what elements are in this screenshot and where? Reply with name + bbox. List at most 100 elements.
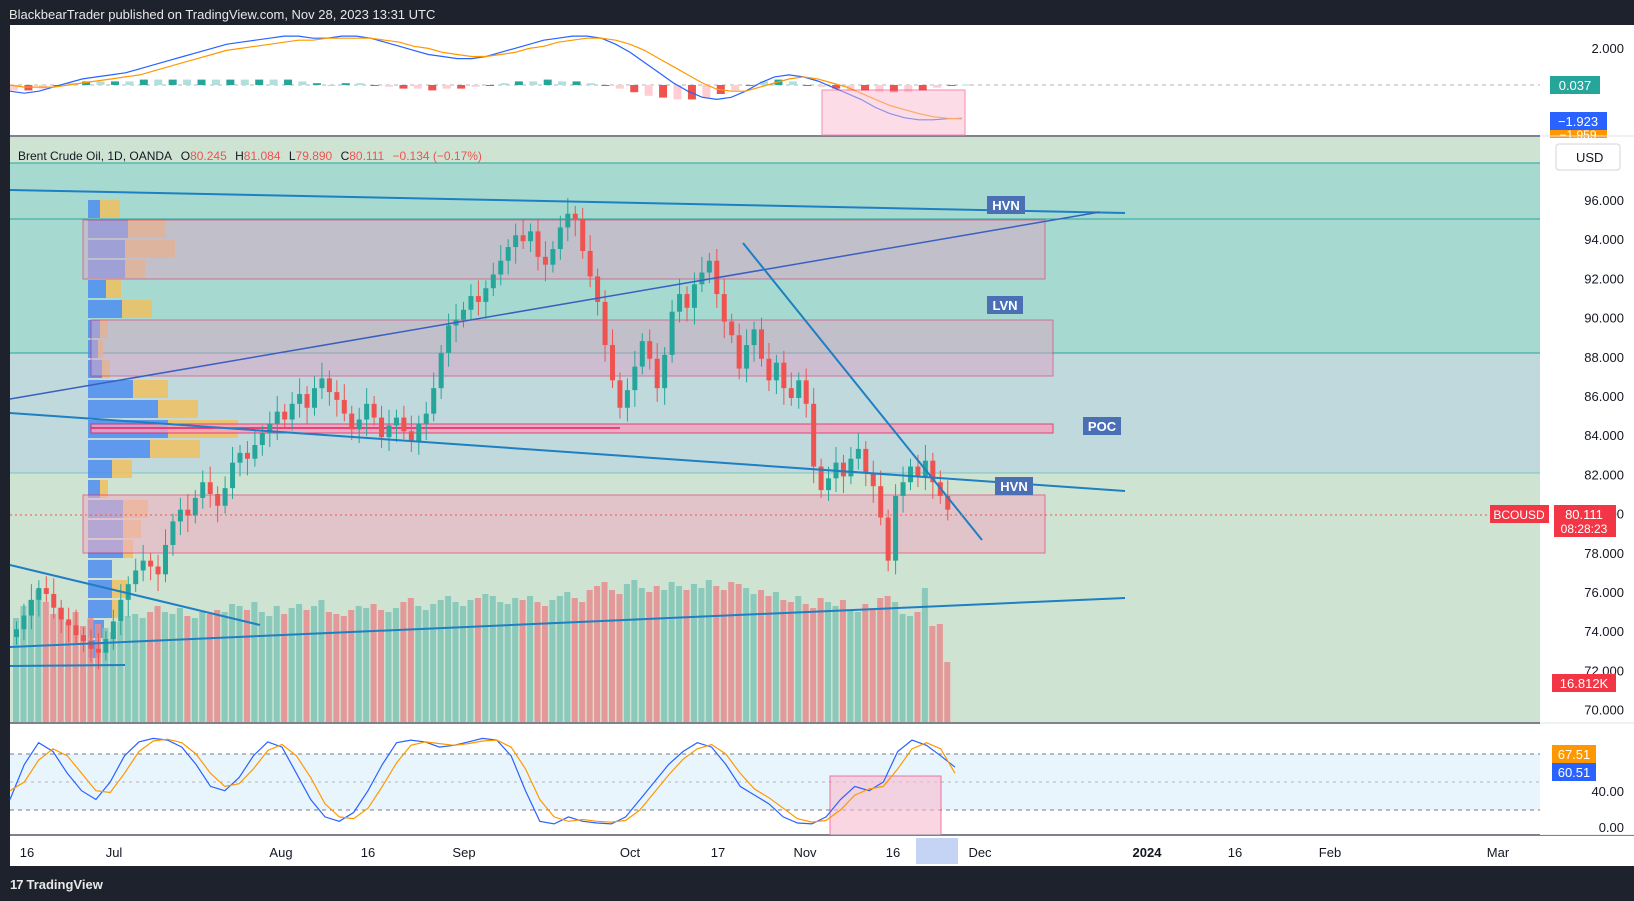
macd-hist-bar bbox=[312, 83, 321, 85]
candle-body bbox=[66, 619, 72, 626]
volume-bar bbox=[445, 596, 452, 722]
stoch-tick: 40.00 bbox=[1591, 784, 1624, 799]
volume-bar bbox=[221, 612, 228, 722]
candle-body bbox=[446, 325, 452, 353]
stoch-highlight-box bbox=[829, 775, 942, 836]
profile-down-row bbox=[100, 480, 108, 498]
volume-bar bbox=[117, 622, 124, 722]
candle-body bbox=[43, 588, 49, 594]
volume-bar bbox=[646, 592, 653, 722]
time-tick: 16 bbox=[886, 845, 900, 860]
profile-down-row bbox=[112, 600, 122, 618]
volume-bar bbox=[899, 614, 906, 722]
volume-bar bbox=[616, 594, 623, 722]
volume-bar bbox=[296, 604, 303, 722]
macd-hist-bar bbox=[659, 85, 668, 98]
volume-bar bbox=[422, 610, 429, 722]
candle-body bbox=[364, 403, 370, 420]
profile-down-row bbox=[133, 380, 168, 398]
legend-o-label: O bbox=[181, 149, 190, 163]
macd-hist-bar bbox=[615, 85, 624, 89]
volume-bar bbox=[579, 602, 586, 722]
macd-hist-bar bbox=[875, 85, 884, 93]
candle-body bbox=[431, 388, 437, 414]
volume-bar bbox=[65, 622, 72, 722]
candle-body bbox=[475, 296, 481, 302]
price-tick: 76.000 bbox=[1584, 585, 1624, 600]
macd-hist-bar bbox=[370, 85, 379, 86]
candle-body bbox=[483, 288, 489, 302]
candle-body bbox=[408, 431, 414, 442]
lvn-text: LVN bbox=[992, 298, 1017, 313]
trendline-left-falling bbox=[9, 564, 261, 626]
macd-hist-bar bbox=[601, 85, 610, 86]
candle-body bbox=[36, 588, 42, 600]
candle-body bbox=[706, 260, 712, 273]
volume-bar bbox=[914, 612, 921, 722]
lvn-label: LVN bbox=[987, 296, 1023, 314]
profile-up-row bbox=[88, 200, 100, 218]
volume-bar bbox=[869, 608, 876, 722]
candle-body bbox=[557, 227, 563, 249]
svg-text:Brent Crude Oil, 1D, OANDA: Brent Crude Oil, 1D, OANDA O80.245 H81.0… bbox=[18, 149, 482, 163]
volume-bar bbox=[214, 610, 221, 722]
candle-body bbox=[326, 378, 332, 393]
candle-body bbox=[900, 482, 906, 496]
volume-bar bbox=[944, 662, 951, 722]
volume-bar bbox=[288, 608, 295, 722]
candle-body bbox=[230, 462, 236, 489]
macd-hist-bar bbox=[558, 81, 567, 85]
volume-bar bbox=[109, 632, 116, 722]
hvn-box-top bbox=[82, 219, 1046, 280]
profile-down-row bbox=[100, 200, 120, 218]
price-tick: 86.000 bbox=[1584, 389, 1624, 404]
macd-hist-bar bbox=[96, 81, 105, 85]
trendline-upper-falling bbox=[9, 189, 1126, 214]
candle-body bbox=[505, 247, 511, 261]
hvn-top-text: HVN bbox=[992, 198, 1019, 213]
macd-signal-line bbox=[9, 37, 963, 120]
volume-bar bbox=[355, 606, 362, 722]
candle-body bbox=[170, 521, 176, 545]
macd-hist-bar bbox=[341, 83, 350, 85]
candle-body bbox=[595, 276, 601, 302]
candle-body bbox=[498, 260, 504, 275]
macd-hist-bar bbox=[918, 85, 927, 91]
hvn-mid-text: HVN bbox=[1000, 479, 1027, 494]
candle-body bbox=[803, 380, 809, 404]
volume-bar bbox=[571, 598, 578, 722]
trendline-short-falling bbox=[742, 242, 983, 541]
macd-hist-bar bbox=[471, 85, 480, 87]
macd-hist-bar bbox=[139, 79, 148, 85]
volume-bar bbox=[556, 596, 563, 722]
volume-bar bbox=[452, 602, 459, 722]
profile-down-row bbox=[122, 300, 152, 318]
volume-bar bbox=[802, 604, 809, 722]
macd-histogram bbox=[10, 79, 970, 100]
macd-hist-bar bbox=[760, 81, 769, 85]
volume-bar bbox=[42, 602, 49, 722]
macd-hist-bar bbox=[644, 85, 653, 96]
volume-bar bbox=[162, 612, 168, 722]
candle-body bbox=[416, 423, 422, 442]
macd-hist-bar bbox=[962, 84, 970, 86]
time-tick: 17 bbox=[711, 845, 725, 860]
volume-bar bbox=[668, 582, 675, 722]
volume-bar bbox=[862, 604, 869, 722]
price-tick: 74.000 bbox=[1584, 624, 1624, 639]
volume-bar bbox=[825, 602, 832, 722]
hvn-top-label: HVN bbox=[987, 196, 1025, 214]
candle-body bbox=[289, 403, 295, 420]
volume-bar bbox=[303, 610, 310, 722]
volume-value: 16.812K bbox=[1560, 676, 1609, 691]
candle-body bbox=[870, 472, 876, 487]
candle-body bbox=[423, 413, 429, 424]
macd-hist-bar bbox=[673, 85, 682, 100]
volume-bar bbox=[94, 624, 101, 722]
volume-bar bbox=[795, 596, 802, 722]
macd-hist-bar bbox=[514, 81, 523, 85]
tradingview-logo[interactable]: 17 TradingView bbox=[10, 877, 103, 892]
currency-button[interactable]: USD bbox=[1555, 143, 1621, 171]
time-tick: Dec bbox=[968, 845, 992, 860]
